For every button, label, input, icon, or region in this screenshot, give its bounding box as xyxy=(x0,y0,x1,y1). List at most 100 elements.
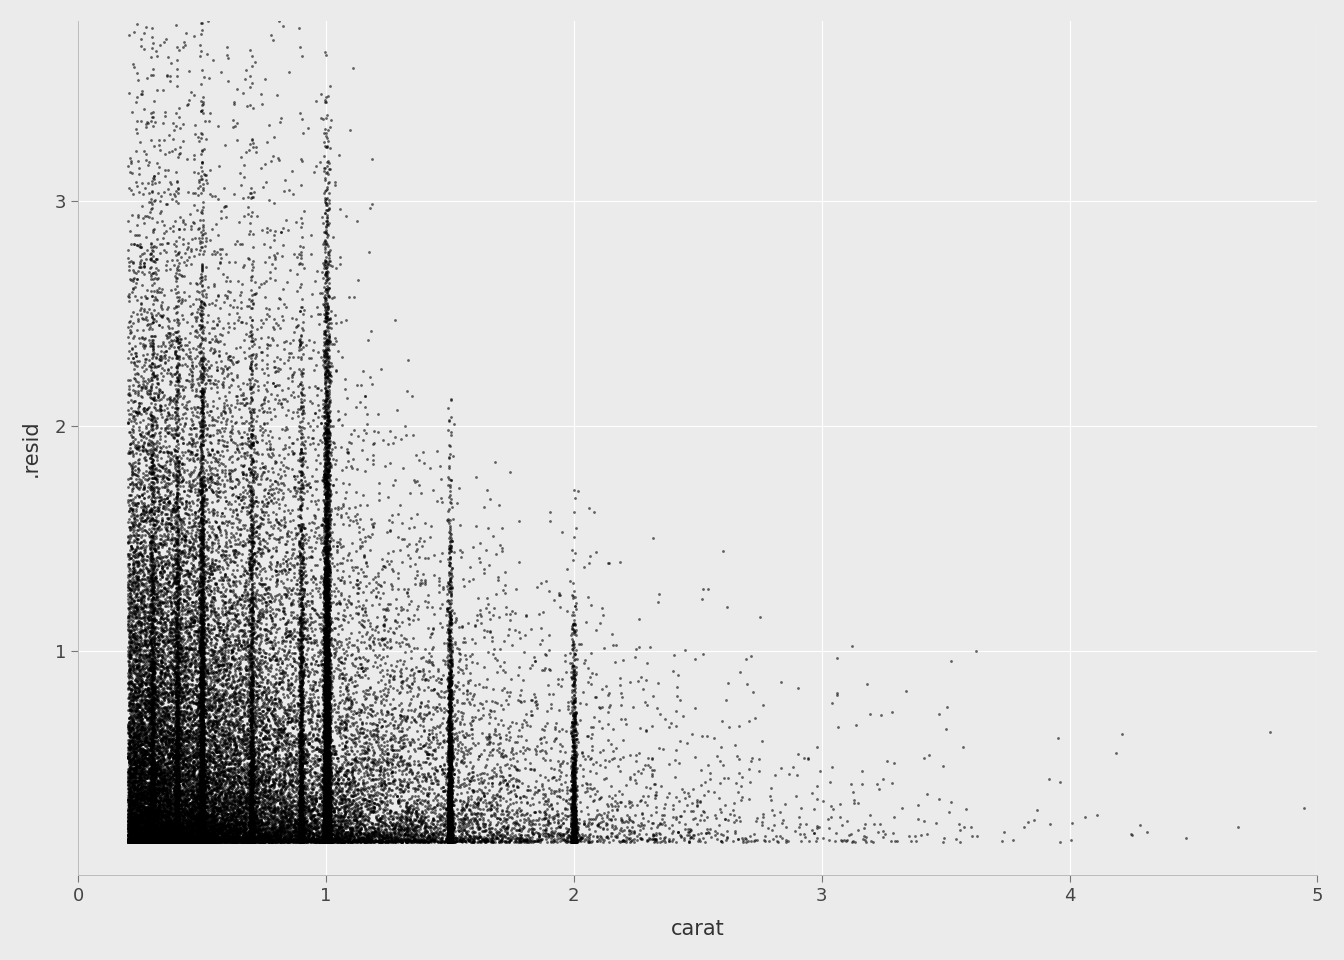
Point xyxy=(138,713,160,729)
Point xyxy=(228,615,250,631)
Point xyxy=(192,676,214,691)
Point xyxy=(571,777,593,792)
Point xyxy=(128,815,149,830)
Point xyxy=(200,829,222,845)
Point xyxy=(261,801,282,816)
Point xyxy=(341,766,363,781)
Point xyxy=(241,833,262,849)
Point xyxy=(142,689,164,705)
Point xyxy=(317,703,339,718)
Point xyxy=(353,832,375,848)
Point xyxy=(289,669,310,684)
Point xyxy=(190,710,211,726)
Point xyxy=(122,789,144,804)
Point xyxy=(313,749,335,764)
Point xyxy=(319,561,340,576)
Point xyxy=(387,788,409,804)
Point xyxy=(133,793,155,808)
Point xyxy=(313,621,335,636)
Point xyxy=(190,806,211,822)
Point xyxy=(190,708,211,724)
Point xyxy=(284,364,305,379)
Point xyxy=(276,587,297,602)
Point xyxy=(438,768,460,783)
Point xyxy=(207,832,228,848)
Point xyxy=(321,533,343,548)
Point xyxy=(314,754,336,769)
Point xyxy=(642,831,664,847)
Point xyxy=(140,828,161,843)
Point xyxy=(136,646,157,661)
Point xyxy=(235,831,257,847)
Point xyxy=(335,208,356,224)
Point xyxy=(140,811,161,827)
Point xyxy=(313,815,335,830)
Point xyxy=(286,581,308,596)
Point xyxy=(191,717,212,732)
Point xyxy=(133,830,155,846)
Point xyxy=(145,784,167,800)
Point xyxy=(172,545,194,561)
Point xyxy=(249,814,270,829)
Point xyxy=(317,405,339,420)
Point xyxy=(151,761,172,777)
Point xyxy=(159,693,180,708)
Point xyxy=(370,589,391,605)
Point xyxy=(370,664,391,680)
Point xyxy=(176,829,198,845)
Point xyxy=(180,721,202,736)
Point xyxy=(293,560,314,575)
Point xyxy=(280,829,301,845)
Point xyxy=(192,728,214,743)
Point xyxy=(230,821,251,836)
Point xyxy=(169,825,191,840)
Point xyxy=(190,700,211,715)
Point xyxy=(171,834,192,850)
Point xyxy=(210,834,231,850)
Point xyxy=(314,823,336,838)
Point xyxy=(266,621,288,636)
Point xyxy=(148,607,169,622)
Point xyxy=(269,671,290,686)
Point xyxy=(214,790,235,805)
Point xyxy=(224,830,246,846)
Point xyxy=(167,597,188,612)
Point xyxy=(168,832,190,848)
Point xyxy=(159,808,180,824)
Point xyxy=(563,623,585,638)
Point xyxy=(300,246,321,261)
Point xyxy=(128,825,149,840)
Point xyxy=(241,745,262,760)
Point xyxy=(192,826,214,841)
Point xyxy=(437,787,458,803)
Point xyxy=(157,532,179,547)
Point xyxy=(320,771,341,786)
Point xyxy=(122,834,144,850)
Point xyxy=(132,752,153,767)
Point xyxy=(319,794,340,809)
Point xyxy=(314,833,336,849)
Point xyxy=(165,755,187,770)
Point xyxy=(276,553,297,568)
Point xyxy=(374,762,395,778)
Point xyxy=(165,818,187,833)
Point xyxy=(228,819,250,834)
Point xyxy=(563,816,585,831)
Point xyxy=(172,231,194,247)
Point xyxy=(243,741,265,756)
Point xyxy=(563,775,585,790)
Point xyxy=(179,373,200,389)
Point xyxy=(234,445,255,461)
Point xyxy=(171,269,192,284)
Point xyxy=(183,765,204,780)
Point xyxy=(251,810,273,826)
Point xyxy=(362,804,383,819)
Point xyxy=(253,831,274,847)
Point xyxy=(375,830,396,846)
Point xyxy=(438,630,460,645)
Point xyxy=(292,551,313,566)
Point xyxy=(316,592,337,608)
Point xyxy=(316,684,337,699)
Point xyxy=(270,820,292,835)
Point xyxy=(316,798,337,813)
